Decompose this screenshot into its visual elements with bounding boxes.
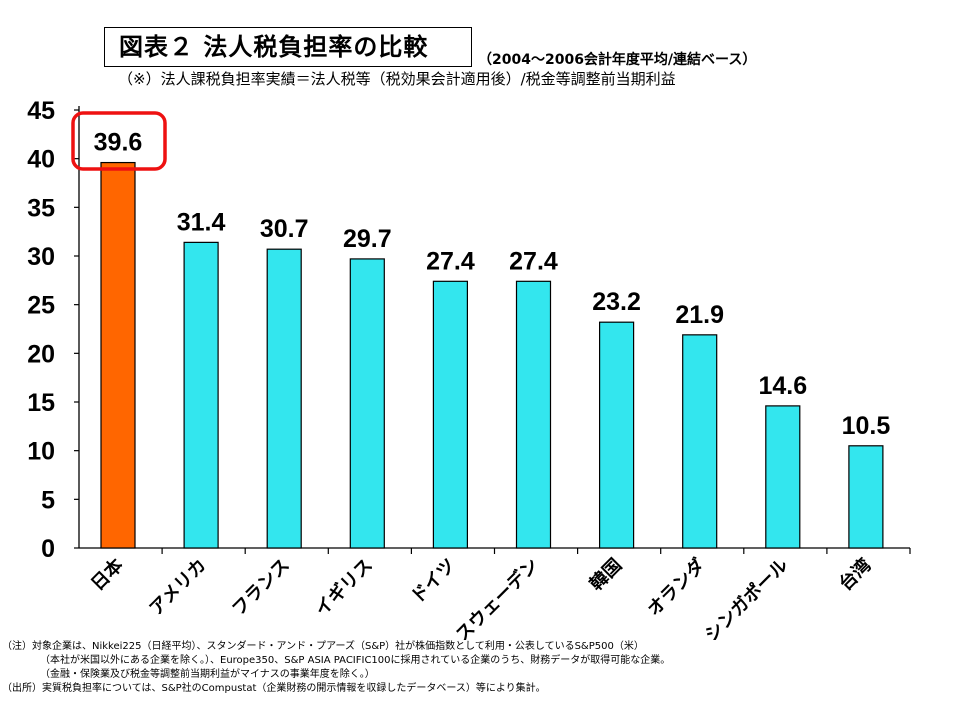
data-label: 23.2 bbox=[592, 288, 641, 316]
footnote-2: （本社が米国以外にある企業を除く。）、Europe350、S&P ASIA PA… bbox=[40, 655, 671, 666]
y-tick-label: 30 bbox=[27, 243, 55, 271]
footnote-1: （注）対象企業は、Nikkei225（日経平均）、スタンダード・アンド・プアーズ… bbox=[2, 641, 644, 652]
y-tick-label: 15 bbox=[27, 389, 55, 417]
bar bbox=[266, 248, 302, 549]
x-tick-label: 韓国 bbox=[585, 554, 626, 595]
y-tick-label: 0 bbox=[41, 535, 55, 563]
bar bbox=[598, 321, 635, 549]
footnote-source: （出所）実質税負担率については、S&P社のCompustat（企業財務の開示情報… bbox=[2, 683, 546, 694]
data-label: 27.4 bbox=[509, 247, 558, 275]
footnotes: （注）対象企業は、Nikkei225（日経平均）、スタンダード・アンド・プアーズ… bbox=[2, 640, 952, 696]
bar bbox=[349, 258, 385, 549]
data-label: 30.7 bbox=[260, 215, 309, 243]
y-tick-label: 45 bbox=[27, 97, 55, 125]
data-label: 39.6 bbox=[94, 129, 143, 157]
bar-chart: 0 5 10 15 20 25 30 35 40 45 39.6 日本 31.4 アメリカ 30.7 フランス… bbox=[27, 97, 911, 640]
data-label: 29.7 bbox=[343, 225, 392, 253]
y-tick-label: 20 bbox=[27, 340, 55, 368]
x-tick-label: 台湾 bbox=[834, 554, 875, 595]
bar bbox=[765, 405, 801, 549]
x-tick-label: シンガポール bbox=[700, 554, 792, 640]
data-label: 14.6 bbox=[758, 372, 807, 400]
chart-title-note: （2004～2006会計年度平均/連結ベース） bbox=[478, 52, 757, 68]
y-tick-label: 35 bbox=[27, 194, 55, 222]
data-label: 31.4 bbox=[177, 208, 226, 236]
x-tick-label: ドイツ bbox=[407, 555, 460, 608]
x-tick-label: アメリカ bbox=[146, 555, 211, 620]
bar bbox=[682, 334, 718, 549]
data-label: 10.5 bbox=[842, 412, 891, 440]
bar-highlight bbox=[100, 161, 136, 549]
bar bbox=[183, 241, 219, 549]
y-tick-label: 5 bbox=[41, 486, 55, 514]
x-tick-label: スウェーデン bbox=[451, 554, 543, 640]
x-tick-label: オランダ bbox=[643, 554, 709, 620]
y-tick-label: 25 bbox=[27, 292, 55, 320]
data-label: 21.9 bbox=[675, 301, 724, 329]
footnote-3: （金融・保険業及び税金等調整前当期利益がマイナスの事業年度を除く。） bbox=[40, 669, 375, 680]
data-label: 27.4 bbox=[426, 247, 475, 275]
highlight-frame bbox=[71, 111, 167, 171]
x-tick-label: 日本 bbox=[87, 554, 128, 595]
y-tick-label: 40 bbox=[27, 146, 55, 174]
chart-subtitle: （※）法人課税負担率実績＝法人税等（税効果会計適用後）/税金等調整前当期利益 bbox=[118, 70, 676, 88]
x-tick-label: フランス bbox=[228, 555, 294, 621]
bar bbox=[848, 445, 884, 549]
y-tick-label: 10 bbox=[27, 438, 55, 466]
x-tick-label: イギリス bbox=[311, 555, 377, 621]
chart-title: 図表２ 法人税負担率の比較 bbox=[104, 27, 472, 67]
bar bbox=[432, 280, 468, 549]
bar bbox=[515, 280, 552, 549]
